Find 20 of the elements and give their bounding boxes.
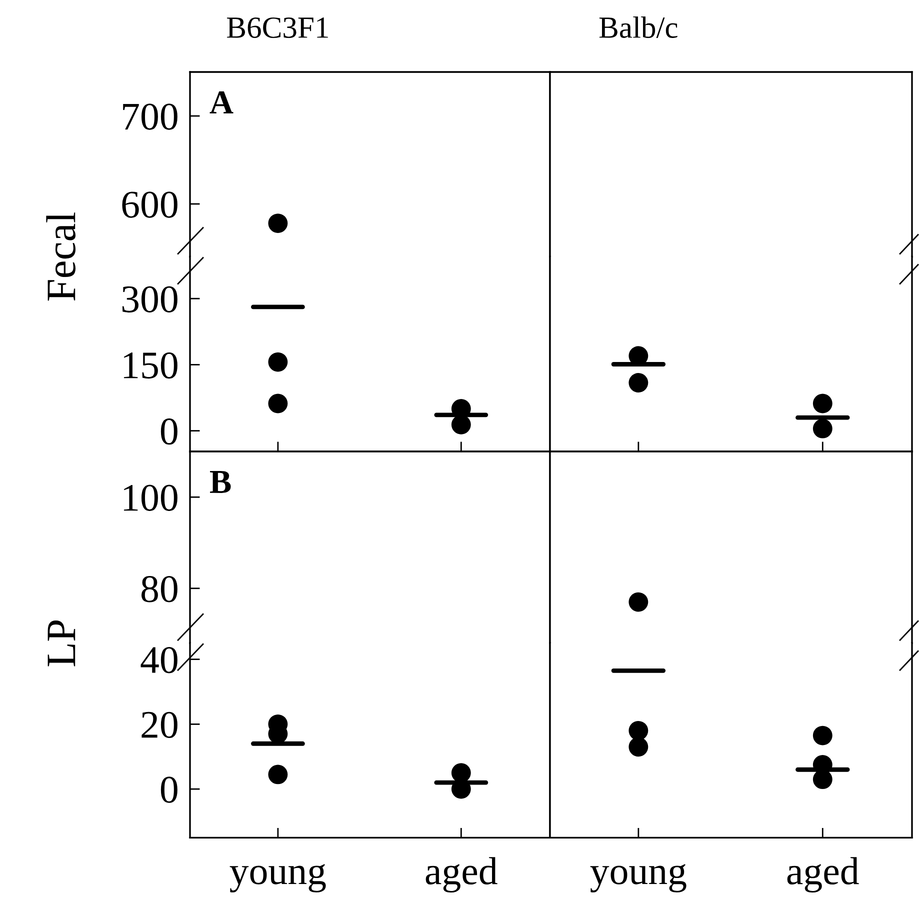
y-tick-label: 600	[122, 192, 178, 218]
x-tick-label: young	[590, 864, 686, 892]
y-tick-label: 700	[123, 104, 178, 130]
y-tick-label: 80	[141, 576, 178, 602]
y-tick-label: 0	[160, 418, 178, 445]
y-tick-label: 150	[124, 352, 178, 379]
annotation: A	[210, 91, 234, 114]
x-tick-label: young	[230, 864, 326, 892]
y-tick-label: 20	[142, 712, 178, 738]
x-tick-label: aged	[787, 857, 859, 893]
annotation: B	[210, 471, 231, 493]
y-axis-title: Fecal	[46, 212, 76, 301]
y-tick-label: 0	[160, 776, 178, 803]
y-tick-label: 100	[124, 484, 178, 511]
y-tick-label: 40	[140, 646, 178, 674]
chart-title: Balb/c	[599, 16, 678, 38]
x-tick-label: aged	[426, 857, 498, 893]
y-axis-title: LP	[48, 620, 76, 666]
chart-title: B6C3F1	[227, 17, 328, 38]
y-tick-label: 300	[122, 286, 178, 312]
